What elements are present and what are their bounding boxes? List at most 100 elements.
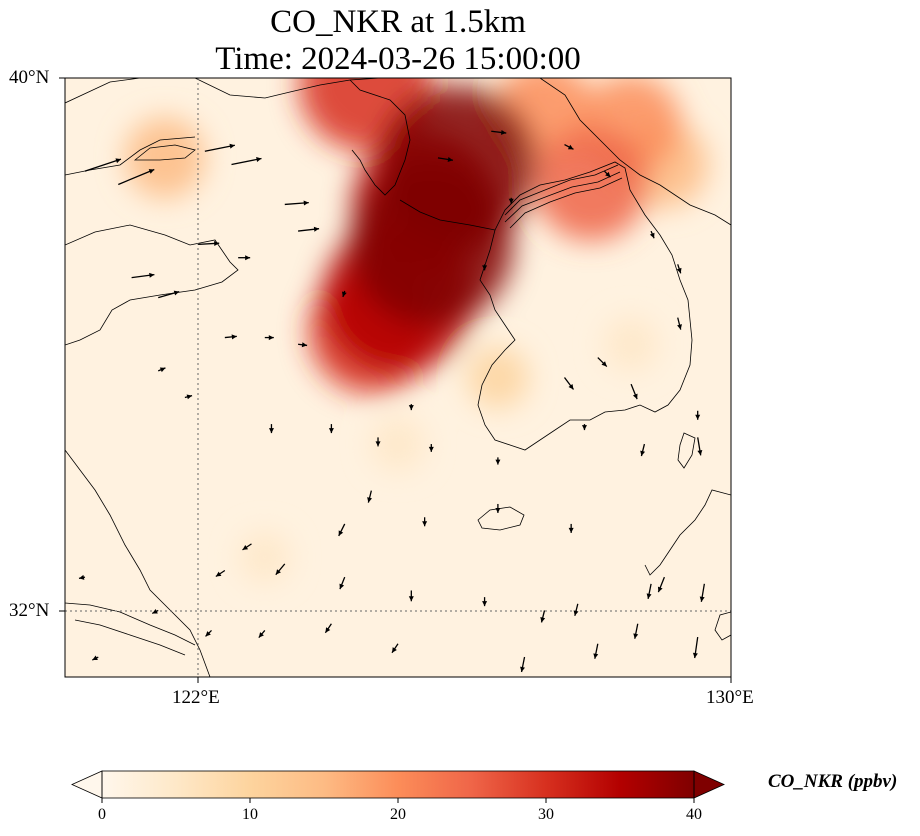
colorbar-gradient xyxy=(102,771,694,798)
wind-arrow xyxy=(391,643,399,654)
korea-northeast-coast xyxy=(539,78,731,226)
colorbar-tick-label: 30 xyxy=(538,806,554,823)
wind-arrow xyxy=(482,597,488,607)
korea-northern-border xyxy=(504,164,623,229)
concentration-plume xyxy=(467,346,529,409)
concentration-plume xyxy=(603,316,659,372)
jeju-island xyxy=(477,506,525,531)
wind-arrow xyxy=(78,574,86,580)
wind-arrow xyxy=(204,143,235,152)
wind-arrow xyxy=(158,290,180,299)
korea-coastline-west xyxy=(477,161,693,451)
coastlines xyxy=(65,78,731,677)
wind-arrow xyxy=(339,576,346,590)
wind-arrow xyxy=(604,170,611,178)
wind-arrow xyxy=(284,200,309,206)
shandong-peninsula xyxy=(133,144,196,161)
wind-arrow xyxy=(242,543,252,551)
wind-arrow xyxy=(564,143,574,150)
wind-arrow xyxy=(367,490,372,503)
colorbar-label: CO_NKR (ppbv) xyxy=(768,771,898,792)
concentration-plume xyxy=(238,531,291,584)
wind-arrow xyxy=(92,655,99,661)
wind-arrow xyxy=(375,437,381,447)
colorbar-min-extend xyxy=(71,770,103,799)
axis-ticks xyxy=(59,77,732,683)
wind-arrow xyxy=(324,623,332,634)
wind-arrow xyxy=(630,383,638,400)
wind-arrow xyxy=(540,610,546,623)
wind-arrow xyxy=(677,317,682,330)
colorbar-tick-label: 10 xyxy=(242,806,258,823)
gridlines xyxy=(65,78,731,677)
wind-arrow xyxy=(646,583,652,599)
colorbar-tick-label: 0 xyxy=(98,806,106,823)
colorbar xyxy=(71,770,725,803)
wind-arrow xyxy=(224,334,237,340)
japan-kyushu-coast xyxy=(644,489,731,641)
wind-arrow xyxy=(573,603,579,616)
wind-arrow xyxy=(264,335,274,341)
wind-arrow xyxy=(692,636,699,659)
map-title-line-1: CO_NKR at 1.5km xyxy=(270,4,526,40)
concentration-plume xyxy=(534,128,648,241)
wind-arrow xyxy=(422,517,428,527)
wind-arrow xyxy=(568,523,574,533)
yangtze-estuary xyxy=(65,602,196,656)
field-blobs xyxy=(124,78,709,584)
wind-arrow xyxy=(84,158,122,172)
wind-arrow xyxy=(640,443,646,457)
wind-arrow xyxy=(268,424,274,434)
tick-label-40n: 40°N xyxy=(9,67,50,88)
wind-arrow xyxy=(495,457,501,465)
map-title-line-2: Time: 2024-03-26 15:00:00 xyxy=(215,41,581,77)
colorbar-tick-label: 40 xyxy=(686,806,702,823)
colorbar-max-extend xyxy=(693,770,725,799)
wind-arrow xyxy=(649,230,655,239)
wind-arrow xyxy=(697,437,703,456)
colorbar-tick-label: 20 xyxy=(390,806,406,823)
concentration-plume xyxy=(124,117,206,199)
tick-label-122e: 122°E xyxy=(172,687,220,708)
wind-arrow xyxy=(408,590,414,602)
concentration-plume xyxy=(349,162,514,327)
wind-arrow xyxy=(157,367,166,373)
map-frame xyxy=(64,77,732,678)
wind-arrow xyxy=(341,290,347,298)
wind-arrow xyxy=(205,629,212,637)
wind-arrow xyxy=(491,129,507,135)
wind-arrow xyxy=(338,523,346,537)
wind-arrow xyxy=(428,444,434,452)
wind-arrow xyxy=(597,357,608,367)
wind-arrow xyxy=(298,342,308,348)
tick-label-130e: 130°E xyxy=(706,687,754,708)
concentration-field xyxy=(65,78,731,677)
wind-arrow xyxy=(633,623,639,639)
wind-arrow xyxy=(581,424,587,431)
concentration-plume xyxy=(370,416,426,472)
wind-arrow xyxy=(198,240,220,246)
china-coastline-south xyxy=(65,449,211,677)
wind-arrow xyxy=(238,255,251,261)
wind-arrow xyxy=(695,410,701,420)
wind-arrow xyxy=(593,643,599,659)
wind-arrow xyxy=(215,569,226,578)
wind-arrow xyxy=(495,503,501,513)
tsushima-island xyxy=(677,432,696,469)
wind-arrow xyxy=(563,377,575,390)
wind-arrow xyxy=(231,157,262,166)
wind-arrow xyxy=(408,404,414,411)
wind-arrow xyxy=(258,629,266,639)
wind-arrow xyxy=(657,576,666,593)
wind-arrow xyxy=(298,226,320,232)
wind-arrow xyxy=(482,264,488,271)
tick-label-32n: 32°N xyxy=(9,600,50,621)
wind-arrow xyxy=(437,157,454,162)
wind-arrow xyxy=(275,563,286,576)
wind-arrow xyxy=(184,394,193,400)
wind-arrow xyxy=(520,656,526,673)
wind-vectors xyxy=(78,129,706,673)
colorbar-ticks xyxy=(101,798,695,803)
wind-arrow xyxy=(699,583,706,602)
